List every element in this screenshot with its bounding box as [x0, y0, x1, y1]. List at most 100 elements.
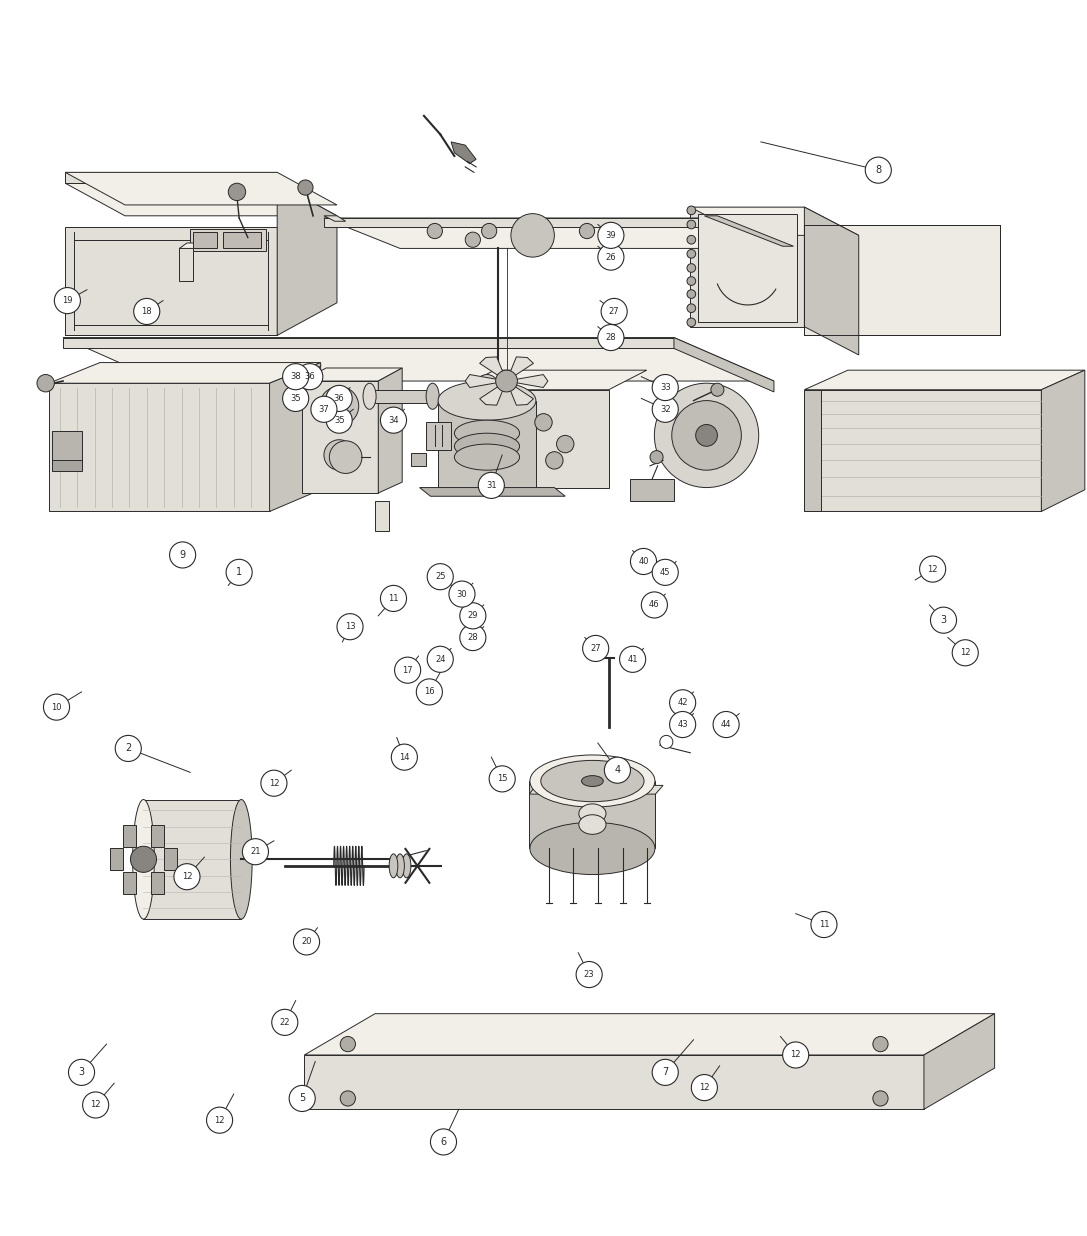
Text: 42: 42	[677, 698, 688, 707]
Polygon shape	[457, 370, 647, 389]
Text: 12: 12	[90, 1100, 101, 1110]
Polygon shape	[164, 848, 177, 870]
Circle shape	[952, 640, 978, 666]
Text: 5: 5	[299, 1094, 305, 1104]
Polygon shape	[150, 871, 163, 894]
Ellipse shape	[530, 822, 655, 875]
Circle shape	[687, 235, 696, 243]
Circle shape	[598, 325, 624, 351]
Polygon shape	[270, 362, 321, 512]
Polygon shape	[52, 460, 82, 471]
Circle shape	[380, 586, 407, 612]
Circle shape	[576, 962, 602, 988]
Polygon shape	[52, 431, 82, 464]
Ellipse shape	[438, 381, 536, 420]
Text: 33: 33	[660, 383, 671, 392]
Polygon shape	[674, 407, 694, 420]
Circle shape	[170, 541, 196, 569]
Circle shape	[598, 243, 624, 271]
Circle shape	[670, 712, 696, 738]
Polygon shape	[674, 400, 701, 407]
Ellipse shape	[541, 760, 645, 802]
Polygon shape	[457, 389, 609, 487]
Text: 15: 15	[497, 775, 508, 784]
Circle shape	[43, 695, 70, 721]
Polygon shape	[49, 362, 321, 383]
Circle shape	[226, 560, 252, 586]
Text: 40: 40	[638, 557, 649, 566]
Circle shape	[687, 220, 696, 229]
Ellipse shape	[133, 800, 154, 920]
Polygon shape	[704, 216, 794, 246]
Polygon shape	[451, 142, 476, 163]
Circle shape	[130, 847, 157, 873]
Ellipse shape	[230, 800, 252, 920]
Circle shape	[687, 277, 696, 286]
Text: 12: 12	[927, 565, 938, 574]
Polygon shape	[507, 357, 534, 381]
Text: 1: 1	[236, 567, 242, 577]
Circle shape	[242, 839, 268, 865]
Polygon shape	[479, 357, 507, 381]
Polygon shape	[179, 248, 193, 281]
Polygon shape	[804, 389, 821, 512]
Circle shape	[546, 451, 563, 470]
Circle shape	[449, 581, 475, 607]
Text: 11: 11	[819, 920, 829, 929]
Polygon shape	[804, 225, 1000, 335]
Text: 17: 17	[402, 666, 413, 675]
Text: 32: 32	[660, 405, 671, 414]
Circle shape	[37, 375, 54, 392]
Ellipse shape	[530, 755, 655, 807]
Polygon shape	[123, 824, 136, 847]
Circle shape	[652, 375, 678, 400]
Circle shape	[460, 624, 486, 650]
Circle shape	[489, 766, 515, 792]
Circle shape	[283, 386, 309, 412]
Text: 23: 23	[584, 970, 595, 979]
Polygon shape	[370, 389, 433, 403]
Circle shape	[391, 744, 417, 770]
Text: 16: 16	[424, 687, 435, 696]
Text: 35: 35	[334, 415, 345, 425]
Text: 39: 39	[605, 231, 616, 240]
Circle shape	[460, 603, 486, 629]
Circle shape	[207, 1107, 233, 1133]
Text: 45: 45	[660, 567, 671, 577]
Circle shape	[811, 911, 837, 938]
Circle shape	[289, 1085, 315, 1111]
Polygon shape	[193, 232, 217, 248]
Polygon shape	[1041, 370, 1085, 512]
Circle shape	[535, 414, 552, 431]
Text: 22: 22	[279, 1018, 290, 1027]
Ellipse shape	[454, 433, 520, 460]
Text: 7: 7	[662, 1068, 669, 1078]
Circle shape	[650, 451, 663, 464]
Text: 30: 30	[457, 590, 467, 598]
Polygon shape	[304, 1014, 995, 1056]
Polygon shape	[63, 337, 774, 381]
Circle shape	[83, 1091, 109, 1119]
Text: 19: 19	[62, 297, 73, 305]
Circle shape	[293, 929, 320, 955]
Circle shape	[525, 232, 540, 247]
Polygon shape	[690, 208, 804, 326]
Polygon shape	[324, 216, 346, 221]
Polygon shape	[223, 232, 261, 248]
Circle shape	[620, 646, 646, 672]
Circle shape	[652, 560, 678, 586]
Polygon shape	[630, 478, 674, 501]
Circle shape	[427, 224, 442, 239]
Circle shape	[320, 387, 359, 425]
Polygon shape	[123, 871, 136, 894]
Text: 36: 36	[334, 394, 345, 403]
Polygon shape	[411, 452, 426, 466]
Circle shape	[930, 607, 957, 633]
Circle shape	[478, 472, 504, 498]
Polygon shape	[426, 423, 451, 450]
Circle shape	[261, 770, 287, 796]
Text: 35: 35	[290, 394, 301, 403]
Circle shape	[670, 690, 696, 716]
Circle shape	[115, 735, 141, 761]
Polygon shape	[63, 337, 674, 349]
